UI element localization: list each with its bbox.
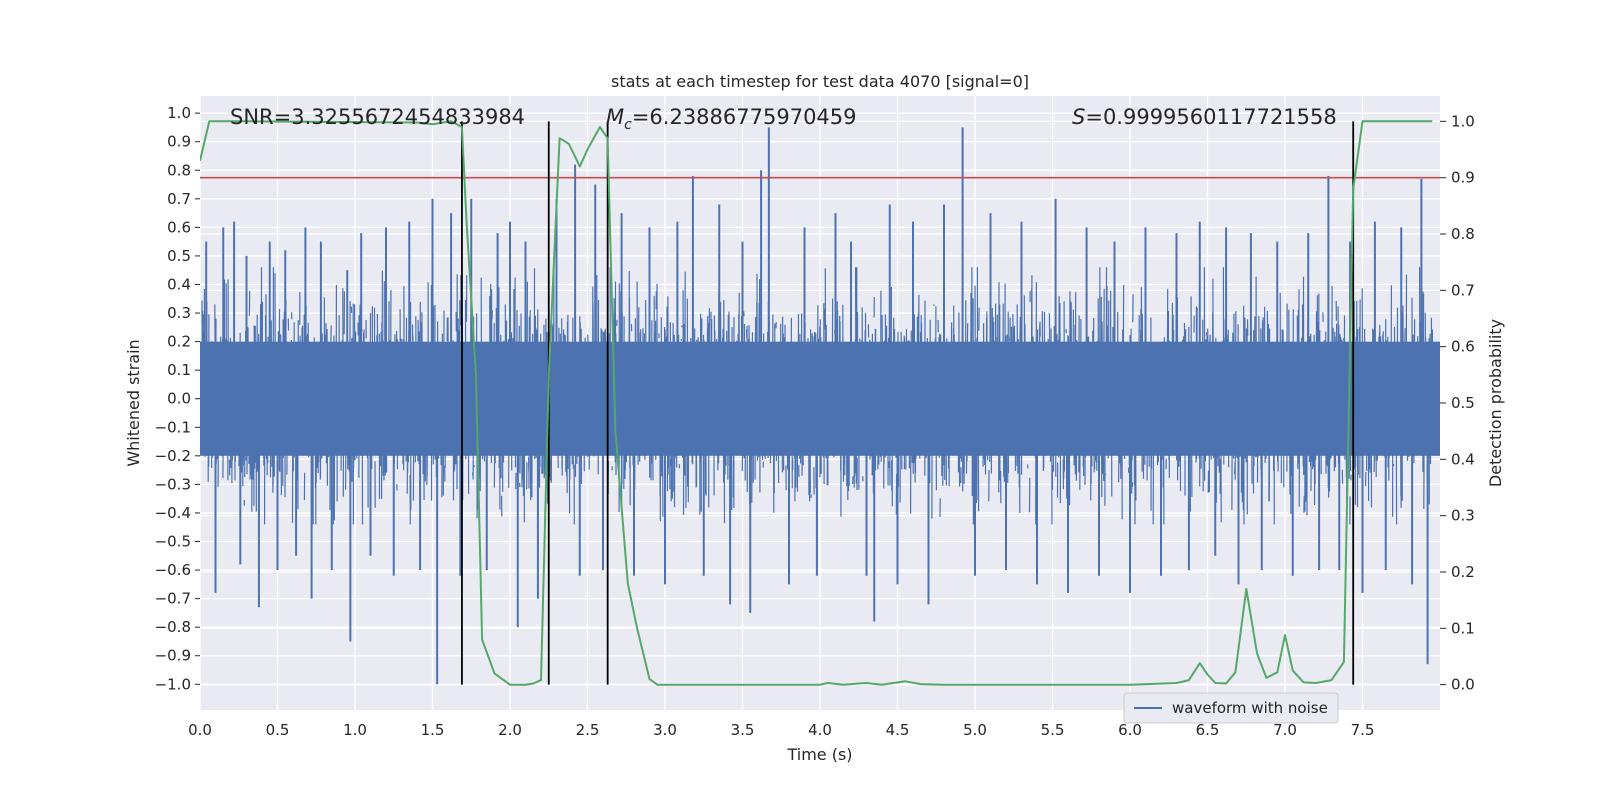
waveform-series	[200, 127, 1440, 685]
y2-axis-label: Detection probability	[1486, 319, 1505, 487]
y-tick-label: −0.2	[155, 447, 191, 465]
chirp-mass-annotation: Mc=6.23886775970459	[606, 105, 857, 133]
x-tick-label: 3.5	[731, 721, 755, 739]
y-tick-label: 0.0	[167, 390, 191, 408]
x-tick-label: 5.5	[1041, 721, 1065, 739]
x-tick-label: 7.0	[1273, 721, 1297, 739]
y-tick-label: 0.3	[167, 304, 191, 322]
x-axis-label: Time (s)	[786, 745, 852, 764]
y-tick-label: −0.9	[155, 647, 191, 665]
legend-box	[1123, 692, 1339, 724]
y-tick-label: 1.0	[167, 104, 191, 122]
x-tick-label: 6.0	[1118, 721, 1142, 739]
y-tick-label: −0.3	[155, 475, 191, 493]
x-tick-label: 7.5	[1351, 721, 1375, 739]
y-tick-label: 0.4	[167, 275, 191, 293]
y-tick-label: −1.0	[155, 675, 191, 693]
y2-tick-label: 0.7	[1451, 281, 1475, 299]
x-tick-label: 1.5	[421, 721, 445, 739]
y-axis-ticks: 1.0 0.9 0.8 0.7 0.6 0.5 0.4 0.3 0.2 0.1 0.0 −0.1 −0.…	[155, 104, 200, 693]
y-tick-label: 0.5	[167, 247, 191, 265]
y-axis-label: Whitened strain	[124, 339, 143, 466]
x-tick-label: 3.0	[653, 721, 677, 739]
score-symbol: S	[1072, 105, 1085, 129]
legend-label-waveform: waveform with noise	[1172, 699, 1328, 717]
x-tick-label: 0.0	[188, 721, 212, 739]
y2-tick-label: 0.6	[1451, 338, 1475, 356]
chirp-mass-subscript: c	[624, 117, 632, 133]
score-value: =0.9999560117721558	[1085, 105, 1336, 129]
y2-tick-label: 0.2	[1451, 563, 1475, 581]
y-tick-label: −0.5	[155, 533, 191, 551]
y-tick-label: −0.1	[155, 418, 191, 436]
x-tick-label: 0.5	[266, 721, 290, 739]
x-tick-label: 6.5	[1196, 721, 1220, 739]
score-annotation: S=0.9999560117721558	[1072, 105, 1337, 129]
y2-tick-label: 0.3	[1451, 507, 1475, 525]
x-tick-label: 5.0	[963, 721, 987, 739]
y2-tick-label: 1.0	[1451, 112, 1475, 130]
y-tick-label: 0.7	[167, 190, 191, 208]
x-tick-label: 1.0	[343, 721, 367, 739]
waveform-dense-core	[200, 341, 1440, 456]
y-tick-label: 0.1	[167, 361, 191, 379]
detection-probability-line	[200, 120, 1433, 686]
x-tick-label: 4.5	[886, 721, 910, 739]
x-tick-label: 2.0	[498, 721, 522, 739]
y-tick-label: 0.2	[167, 333, 191, 351]
y-tick-label: 0.6	[167, 218, 191, 236]
x-axis-ticks: 0.0 0.5 1.0 1.5 2.0 2.5 3.0 3.5 4.0 4.5 5.0 5.5 6.0 6…	[188, 721, 1374, 739]
y2-tick-label: 0.0	[1451, 676, 1475, 694]
y-tick-label: −0.6	[155, 561, 191, 579]
y-tick-label: −0.4	[155, 504, 191, 522]
y-tick-label: 0.8	[167, 161, 191, 179]
y-tick-label: 0.9	[167, 133, 191, 151]
y2-tick-label: 0.5	[1451, 394, 1475, 412]
y2-axis-ticks: 1.0 0.9 0.8 0.7 0.6 0.5 0.4 0.3 0.2 0.1 0.0	[1440, 112, 1475, 694]
chirp-mass-value: =6.23886775970459	[632, 105, 857, 129]
probability-series	[200, 120, 1433, 686]
snr-annotation: SNR=3.3255672454833984	[230, 105, 525, 129]
y2-tick-label: 0.4	[1451, 450, 1475, 468]
y-tick-label: −0.8	[155, 618, 191, 636]
legend: waveform with noise	[1123, 692, 1339, 724]
x-tick-label: 4.0	[808, 721, 832, 739]
y2-tick-label: 0.1	[1451, 619, 1475, 637]
chart-title: stats at each timestep for test data 407…	[611, 72, 1029, 91]
chirp-mass-symbol: M	[606, 105, 624, 129]
y2-tick-label: 0.9	[1451, 169, 1475, 187]
x-tick-label: 2.5	[576, 721, 600, 739]
y2-tick-label: 0.8	[1451, 225, 1475, 243]
y-tick-label: −0.7	[155, 590, 191, 608]
